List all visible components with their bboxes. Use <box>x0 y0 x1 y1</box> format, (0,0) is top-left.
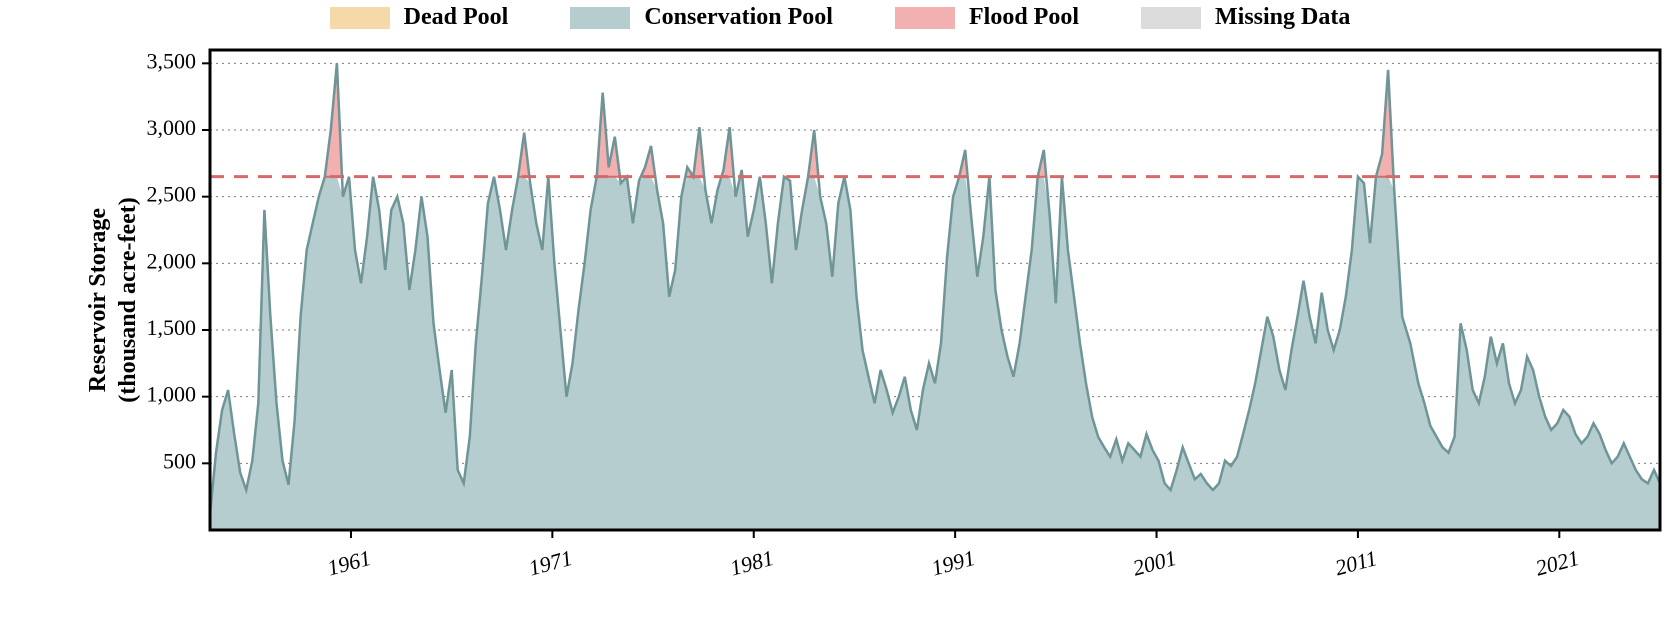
y-tick-label: 1,000 <box>147 382 197 407</box>
y-tick-label: 2,000 <box>147 248 197 273</box>
x-tick-label: 2011 <box>1332 545 1379 580</box>
legend-label: Flood Pool <box>969 4 1079 31</box>
y-tick-label: 500 <box>163 448 196 473</box>
legend-item-missing-data: Missing Data <box>1141 4 1350 31</box>
legend: Dead Pool Conservation Pool Flood Pool M… <box>0 4 1680 36</box>
legend-swatch <box>1141 7 1201 29</box>
x-tick-label: 1961 <box>325 545 374 581</box>
y-tick-label: 2,500 <box>147 182 197 207</box>
legend-item-conservation-pool: Conservation Pool <box>570 4 833 31</box>
y-axis-title-line2: (thousand acre-feet) <box>113 197 143 403</box>
y-axis-title: Reservoir Storage (thousand acre-feet) <box>83 197 143 403</box>
y-tick-label: 1,500 <box>147 315 197 340</box>
y-tick-label: 3,500 <box>147 48 197 73</box>
y-axis-title-line1: Reservoir Storage <box>85 208 111 392</box>
legend-label: Missing Data <box>1215 4 1350 31</box>
legend-swatch <box>895 7 955 29</box>
legend-swatch <box>570 7 630 29</box>
chart-container: Dead Pool Conservation Pool Flood Pool M… <box>0 0 1680 630</box>
x-tick-label: 1991 <box>929 545 978 581</box>
x-tick-label: 1981 <box>727 545 776 581</box>
legend-label: Conservation Pool <box>644 4 833 31</box>
x-tick-label: 2001 <box>1130 545 1179 581</box>
plot-svg: 500 1,000 1,500 2,000 2,500 3,000 3,500 1961 197… <box>0 0 1680 630</box>
legend-swatch <box>330 7 390 29</box>
legend-label: Dead Pool <box>404 4 509 31</box>
legend-item-flood-pool: Flood Pool <box>895 4 1079 31</box>
y-tick-label: 3,000 <box>147 115 197 140</box>
x-tick-label: 1971 <box>526 545 575 581</box>
x-tick-label: 2021 <box>1533 545 1582 581</box>
legend-item-dead-pool: Dead Pool <box>330 4 509 31</box>
